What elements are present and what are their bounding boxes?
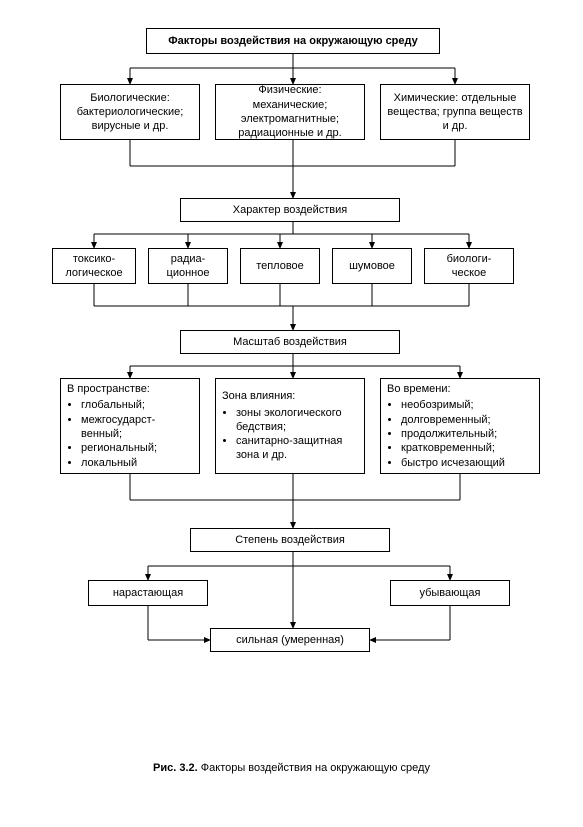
node-biological-label: Биологические: бактериологические; вирус…	[67, 91, 193, 134]
node-space-list: глобальный;межгосударст-венный;региональ…	[67, 398, 193, 469]
node-physical-label: Физические: механические; электромагнитн…	[222, 83, 358, 140]
list-item: кратковременный;	[401, 441, 505, 455]
node-decreasing-label: убывающая	[419, 586, 480, 600]
node-biological2: биологи-ческое	[424, 248, 514, 284]
diagram-canvas: Факторы воздействия на окружающую среду …	[0, 0, 583, 827]
node-biological2-label: биологи-ческое	[431, 252, 507, 281]
node-character: Характер воздействия	[180, 198, 400, 222]
list-item: региональный;	[81, 441, 193, 455]
node-chemical: Химические: отдельные вещества; группа в…	[380, 84, 530, 140]
node-degree: Степень воздействия	[190, 528, 390, 552]
list-item: долговременный;	[401, 413, 505, 427]
node-zone-header: Зона влияния:	[222, 389, 358, 403]
node-strong: сильная (умеренная)	[210, 628, 370, 652]
node-radiation: радиа-ционное	[148, 248, 228, 284]
figure-caption-text: Факторы воздействия на окружающую среду	[201, 762, 430, 774]
node-noise-label: шумовое	[349, 259, 395, 273]
list-item: локальный	[81, 456, 193, 470]
node-chemical-label: Химические: отдельные вещества; группа в…	[387, 91, 523, 134]
node-zone: Зона влияния: зоны экологического бедств…	[215, 378, 365, 474]
list-item: межгосударст-венный;	[81, 413, 193, 442]
node-increasing: нарастающая	[88, 580, 208, 606]
node-time: Во времени: необозримый;долговременный;п…	[380, 378, 540, 474]
figure-number: Рис. 3.2.	[153, 762, 198, 774]
list-item: санитарно-защитная зона и др.	[236, 434, 358, 463]
node-noise: шумовое	[332, 248, 412, 284]
node-physical: Физические: механические; электромагнитн…	[215, 84, 365, 140]
node-biological: Биологические: бактериологические; вирус…	[60, 84, 200, 140]
figure-caption: Рис. 3.2. Факторы воздействия на окружаю…	[0, 762, 583, 774]
node-strong-label: сильная (умеренная)	[236, 633, 344, 647]
node-thermal: тепловое	[240, 248, 320, 284]
node-time-header: Во времени:	[387, 382, 505, 396]
node-space: В пространстве: глобальный;межгосударст-…	[60, 378, 200, 474]
node-toxicological-label: токсико-логическое	[59, 252, 129, 281]
node-increasing-label: нарастающая	[113, 586, 183, 600]
node-decreasing: убывающая	[390, 580, 510, 606]
node-thermal-label: тепловое	[256, 259, 304, 273]
node-scale-label: Масштаб воздействия	[233, 335, 347, 349]
node-radiation-label: радиа-ционное	[155, 252, 221, 281]
list-item: продолжительный;	[401, 427, 505, 441]
node-top-title: Факторы воздействия на окружающую среду	[146, 28, 440, 54]
node-top-title-label: Факторы воздействия на окружающую среду	[168, 34, 418, 48]
node-toxicological: токсико-логическое	[52, 248, 136, 284]
node-zone-list: зоны экологического бедствия;санитарно-з…	[222, 406, 358, 463]
node-scale: Масштаб воздействия	[180, 330, 400, 354]
list-item: глобальный;	[81, 398, 193, 412]
list-item: необозримый;	[401, 398, 505, 412]
node-character-label: Характер воздействия	[233, 203, 348, 217]
node-space-header: В пространстве:	[67, 382, 193, 396]
node-time-list: необозримый;долговременный;продолжительн…	[387, 398, 505, 469]
list-item: зоны экологического бедствия;	[236, 406, 358, 435]
node-degree-label: Степень воздействия	[235, 533, 345, 547]
list-item: быстро исчезающий	[401, 456, 505, 470]
